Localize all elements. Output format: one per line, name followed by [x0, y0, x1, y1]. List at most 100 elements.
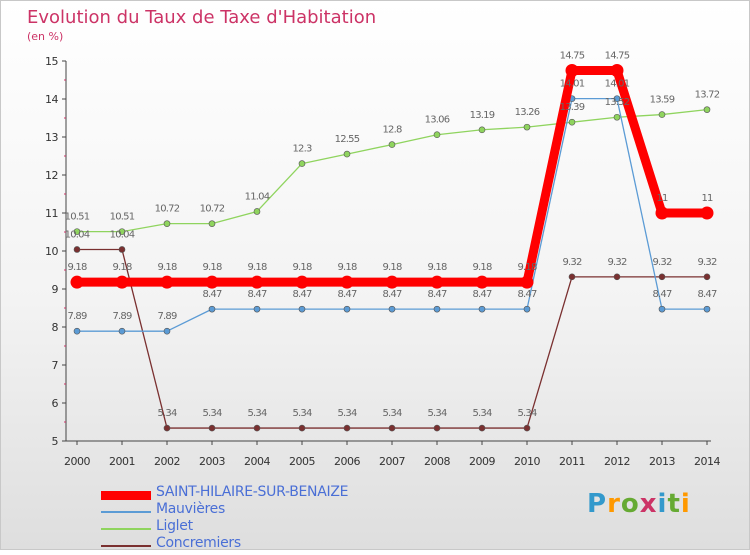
- data-label-1-1: 7.89: [112, 311, 132, 322]
- data-label-0-2: 9.18: [157, 262, 177, 273]
- data-point-0-6: [340, 275, 354, 289]
- data-point-1-8: [433, 305, 441, 313]
- legend-label-saint-hilaire: SAINT-HILAIRE-SUR-BENAIZE: [156, 484, 349, 500]
- data-label-1-12: 14.01: [605, 79, 630, 90]
- data-point-0-5: [295, 275, 309, 289]
- data-point-2-7: [388, 141, 396, 148]
- data-label-0-12: 14.75: [605, 51, 630, 62]
- y-tick-label: 15: [45, 55, 58, 68]
- data-label-2-6: 12.55: [335, 134, 360, 145]
- data-label-3-5: 5.34: [292, 408, 312, 419]
- data-label-2-11: 13.39: [560, 102, 585, 113]
- x-tick-label: 2007: [379, 455, 405, 468]
- x-tick-label: 2011: [559, 455, 585, 468]
- data-label-3-0: 10.04: [65, 229, 90, 240]
- x-tick-label: 2005: [289, 455, 315, 468]
- data-point-0-11: [565, 64, 579, 77]
- data-point-3-10: [523, 424, 531, 432]
- data-point-1-4: [253, 305, 261, 313]
- data-label-2-8: 13.06: [425, 115, 450, 126]
- legend-label-mauvieres: Mauvières: [156, 501, 225, 517]
- legend-swatch-liglet: [101, 528, 151, 530]
- data-point-1-13: [658, 305, 666, 313]
- data-label-0-1: 9.18: [112, 262, 132, 273]
- x-tick-label: 2009: [469, 455, 495, 468]
- data-label-3-6: 5.34: [337, 408, 357, 419]
- data-point-3-9: [478, 424, 486, 432]
- y-tick-label: 11: [45, 207, 58, 220]
- data-point-2-11: [568, 118, 576, 126]
- data-point-2-13: [658, 111, 666, 118]
- x-tick-label: 2002: [154, 455, 180, 468]
- data-point-3-0: [73, 246, 81, 253]
- data-point-0-8: [430, 275, 444, 289]
- y-tick-label: 6: [52, 397, 59, 410]
- chart-unit: (en %): [27, 30, 64, 43]
- data-label-0-13: 11: [656, 193, 668, 204]
- legend-label-liglet: Liglet: [156, 518, 193, 534]
- data-point-3-13: [658, 273, 666, 281]
- data-point-0-1: [115, 275, 129, 289]
- data-point-1-6: [343, 305, 351, 313]
- data-label-1-4: 8.47: [247, 289, 267, 300]
- data-label-1-14: 8.47: [697, 289, 717, 300]
- data-label-0-8: 9.18: [427, 262, 447, 273]
- y-tick-label: 8: [52, 321, 59, 334]
- data-label-1-13: 8.47: [652, 289, 672, 300]
- data-point-2-8: [433, 131, 441, 139]
- data-point-2-5: [298, 160, 306, 167]
- data-label-0-14: 11: [701, 193, 713, 204]
- data-label-2-14: 13.72: [695, 90, 720, 101]
- data-label-3-3: 5.34: [202, 408, 222, 419]
- data-point-0-13: [655, 206, 669, 220]
- logo-letter: x: [639, 489, 658, 519]
- data-label-1-6: 8.47: [337, 289, 357, 300]
- y-tick-label: 12: [45, 169, 58, 182]
- chart-title: Evolution du Taux de Taxe d'Habitation: [27, 7, 377, 28]
- data-label-3-7: 5.34: [382, 408, 402, 419]
- logo-letter: i: [680, 489, 691, 519]
- data-point-3-6: [343, 424, 351, 432]
- data-label-2-9: 13.19: [470, 110, 495, 121]
- data-point-1-5: [298, 305, 306, 313]
- data-label-0-3: 9.18: [202, 262, 222, 273]
- data-label-3-12: 9.32: [607, 257, 627, 268]
- data-label-0-10: 9.18: [517, 262, 537, 273]
- data-label-1-0: 7.89: [67, 311, 87, 322]
- data-point-2-9: [478, 126, 486, 134]
- data-label-1-10: 8.47: [517, 289, 537, 300]
- data-point-1-2: [163, 327, 171, 335]
- data-point-3-11: [568, 273, 576, 281]
- data-point-2-6: [343, 150, 351, 158]
- data-label-0-4: 9.18: [247, 262, 267, 273]
- data-point-0-9: [475, 275, 489, 289]
- data-point-1-3: [208, 305, 216, 313]
- y-tick-label: 7: [52, 359, 59, 372]
- data-label-2-3: 10.72: [200, 204, 225, 215]
- y-tick-label: 10: [45, 245, 58, 258]
- legend-swatch-saint-hilaire: [101, 491, 151, 500]
- data-point-1-1: [118, 327, 126, 335]
- data-point-2-1: [118, 228, 126, 235]
- x-tick-label: 2014: [694, 455, 720, 468]
- x-tick-label: 2012: [604, 455, 630, 468]
- data-point-1-12: [613, 95, 621, 102]
- legend-swatch-mauvieres: [101, 511, 151, 513]
- x-tick-label: 2000: [64, 455, 90, 468]
- data-label-3-10: 5.34: [517, 408, 537, 419]
- data-label-1-7: 8.47: [382, 289, 402, 300]
- data-label-2-7: 12.8: [382, 125, 402, 136]
- data-point-2-10: [523, 123, 531, 131]
- y-tick-label: 5: [52, 435, 59, 448]
- data-label-2-1: 10.51: [110, 212, 135, 223]
- data-label-3-11: 9.32: [562, 257, 582, 268]
- logo-letter: o: [620, 489, 640, 519]
- data-label-0-7: 9.18: [382, 262, 402, 273]
- data-point-1-14: [703, 305, 711, 313]
- data-label-1-11: 14.01: [560, 79, 585, 90]
- data-label-3-8: 5.34: [427, 408, 447, 419]
- x-tick-label: 2001: [109, 455, 135, 468]
- logo-letter: r: [607, 489, 621, 519]
- logo-letter: P: [587, 489, 608, 519]
